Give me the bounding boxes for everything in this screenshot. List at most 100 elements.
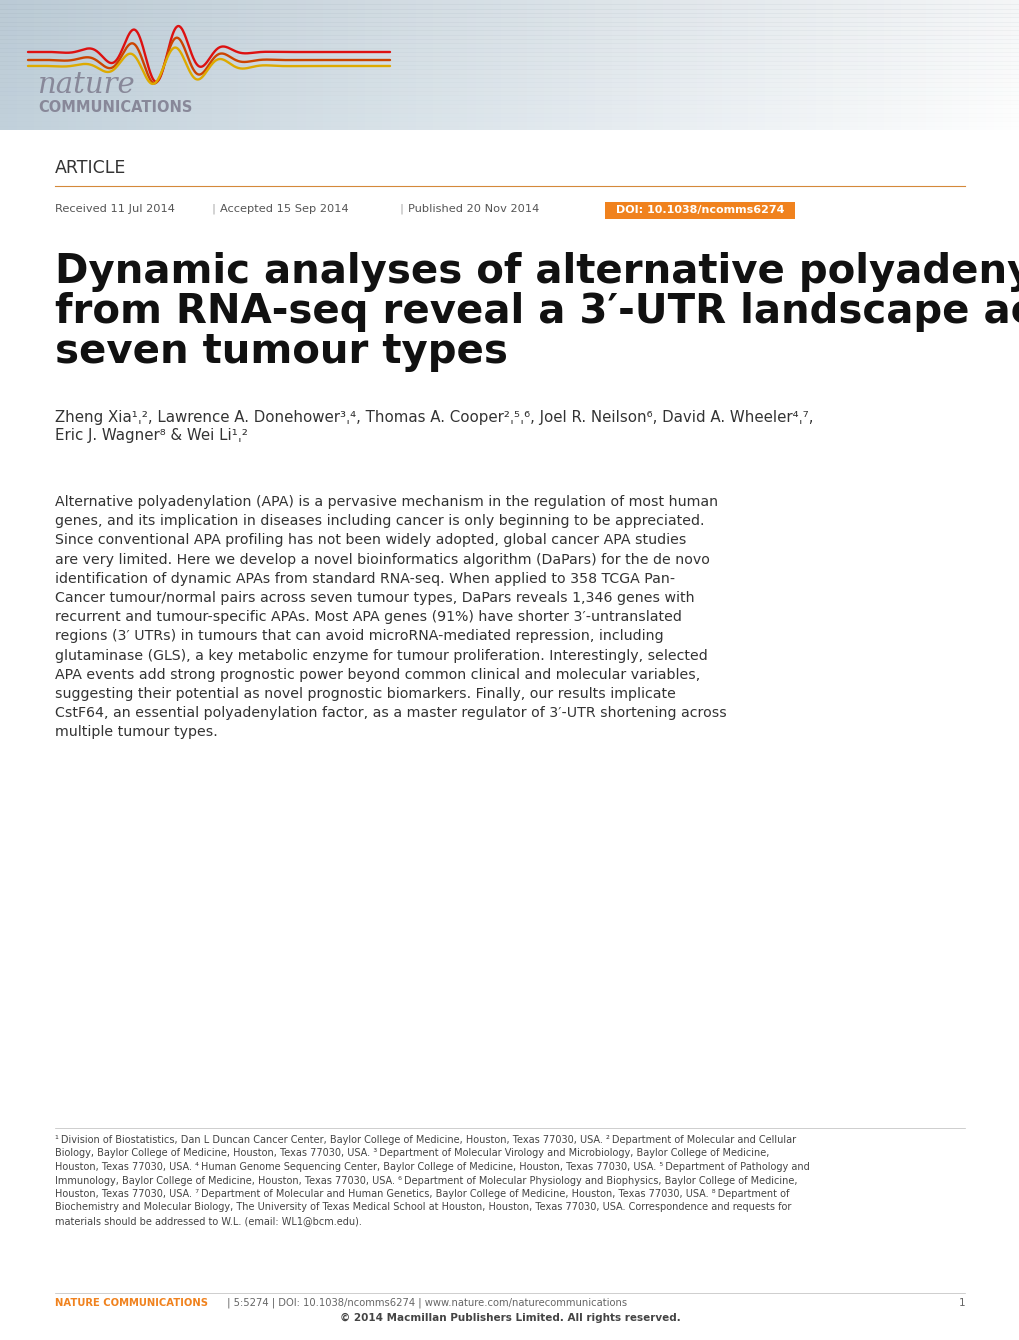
Bar: [0, 35, 1019, 40]
Bar: [34, 0, 44, 130]
Bar: [298, 0, 307, 130]
Text: © 2014 Macmillan Publishers Limited. All rights reserved.: © 2014 Macmillan Publishers Limited. All…: [339, 1313, 680, 1323]
Bar: [815, 0, 824, 130]
Bar: [620, 0, 630, 130]
Text: recurrent and tumour-specific APAs. Most APA genes (91%) have shorter 3′-untrans: recurrent and tumour-specific APAs. Most…: [55, 610, 682, 624]
Bar: [119, 0, 128, 130]
Bar: [0, 8, 1019, 13]
Bar: [25, 0, 35, 130]
Bar: [874, 0, 884, 130]
Bar: [0, 4, 1019, 9]
Bar: [374, 0, 383, 130]
Bar: [8, 0, 18, 130]
Bar: [798, 0, 808, 130]
Bar: [0, 87, 1019, 92]
Bar: [425, 0, 434, 130]
Bar: [288, 0, 299, 130]
Bar: [705, 0, 714, 130]
Bar: [0, 39, 1019, 44]
Text: DOI: 10.1038/ncomms6274: DOI: 10.1038/ncomms6274: [615, 205, 784, 216]
Bar: [94, 0, 103, 130]
Bar: [186, 0, 197, 130]
Bar: [314, 0, 324, 130]
Text: COMMUNICATIONS: COMMUNICATIONS: [38, 100, 193, 115]
Bar: [604, 202, 794, 218]
Bar: [0, 52, 1019, 58]
Bar: [0, 25, 1019, 31]
Bar: [866, 0, 875, 130]
Bar: [858, 0, 867, 130]
Text: ¹ Division of Biostatistics, Dan L Duncan Cancer Center, Baylor College of Medic: ¹ Division of Biostatistics, Dan L Dunca…: [55, 1135, 796, 1144]
Bar: [0, 66, 1019, 70]
Text: genes, and its implication in diseases including cancer is only beginning to be : genes, and its implication in diseases i…: [55, 515, 704, 528]
Bar: [0, 113, 1019, 118]
Bar: [782, 0, 791, 130]
Bar: [552, 0, 561, 130]
Bar: [196, 0, 205, 130]
Bar: [433, 0, 442, 130]
Bar: [0, 82, 1019, 87]
Text: Published 20 Nov 2014: Published 20 Nov 2014: [408, 204, 539, 214]
Bar: [331, 0, 340, 130]
Bar: [611, 0, 621, 130]
Bar: [594, 0, 604, 130]
Text: CstF64, an essential polyadenylation factor, as a master regulator of 3′-UTR sho: CstF64, an essential polyadenylation fac…: [55, 706, 727, 720]
Bar: [892, 0, 901, 130]
Bar: [976, 0, 986, 130]
Bar: [849, 0, 859, 130]
Bar: [1011, 0, 1019, 130]
Text: glutaminase (GLS), a key metabolic enzyme for tumour proliferation. Interestingl: glutaminase (GLS), a key metabolic enzym…: [55, 649, 707, 662]
Bar: [0, 0, 9, 130]
Bar: [501, 0, 511, 130]
Text: identification of dynamic APAs from standard RNA-seq. When applied to 358 TCGA P: identification of dynamic APAs from stan…: [55, 572, 675, 586]
Bar: [713, 0, 722, 130]
Text: Received 11 Jul 2014: Received 11 Jul 2014: [55, 204, 174, 214]
Bar: [747, 0, 757, 130]
Bar: [178, 0, 187, 130]
Bar: [654, 0, 663, 130]
Bar: [212, 0, 222, 130]
Bar: [416, 0, 426, 130]
Bar: [0, 21, 1019, 27]
Bar: [0, 31, 1019, 36]
Bar: [459, 0, 468, 130]
Bar: [17, 0, 26, 130]
Bar: [721, 0, 732, 130]
Bar: [0, 99, 1019, 105]
Bar: [0, 117, 1019, 122]
Text: nature: nature: [38, 71, 136, 99]
Bar: [323, 0, 332, 130]
Bar: [0, 122, 1019, 127]
Bar: [603, 0, 612, 130]
Bar: [0, 91, 1019, 96]
Bar: [662, 0, 672, 130]
Text: Eric J. Wagner⁸ & Wei Li¹ˌ²: Eric J. Wagner⁸ & Wei Li¹ˌ²: [55, 427, 248, 444]
Text: multiple tumour types.: multiple tumour types.: [55, 725, 217, 740]
Bar: [680, 0, 689, 130]
Bar: [0, 0, 1019, 5]
Bar: [807, 0, 816, 130]
Bar: [645, 0, 655, 130]
Text: |: |: [212, 204, 216, 214]
Bar: [841, 0, 850, 130]
Bar: [900, 0, 910, 130]
Bar: [263, 0, 273, 130]
Bar: [696, 0, 706, 130]
Bar: [51, 0, 60, 130]
Text: Dynamic analyses of alternative polyadenylation: Dynamic analyses of alternative polyaden…: [55, 252, 1019, 292]
Text: seven tumour types: seven tumour types: [55, 332, 507, 373]
Bar: [450, 0, 460, 130]
Bar: [441, 0, 451, 130]
Bar: [764, 0, 773, 130]
Bar: [0, 56, 1019, 62]
Bar: [102, 0, 111, 130]
Text: | 5:5274 | DOI: 10.1038/ncomms6274 | www.nature.com/naturecommunications: | 5:5274 | DOI: 10.1038/ncomms6274 | www…: [224, 1298, 627, 1308]
Bar: [0, 74, 1019, 79]
Bar: [0, 17, 1019, 23]
Bar: [0, 13, 1019, 19]
Bar: [247, 0, 256, 130]
Bar: [527, 0, 536, 130]
Bar: [0, 48, 1019, 54]
Bar: [348, 0, 358, 130]
Bar: [790, 0, 799, 130]
